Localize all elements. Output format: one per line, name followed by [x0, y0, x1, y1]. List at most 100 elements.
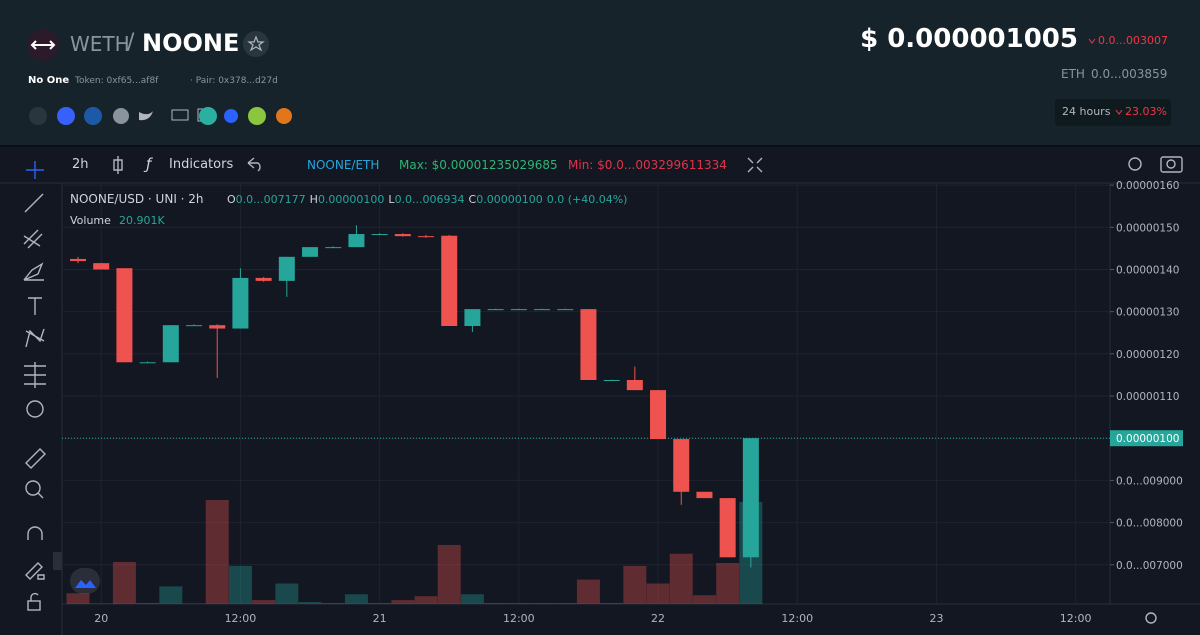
y-tick-label: 0.0...008000	[1116, 518, 1183, 530]
candle-body	[557, 309, 574, 311]
eth-label: ETH	[1061, 67, 1085, 81]
o-label: O	[227, 193, 236, 206]
candle-body	[650, 390, 667, 440]
candle-body	[487, 309, 504, 311]
token-name: No One	[28, 75, 70, 86]
price-tag	[1110, 430, 1183, 447]
volume-bar	[275, 583, 299, 604]
volume-bar	[252, 600, 276, 604]
candle-body	[348, 234, 365, 248]
volume-label: Volume	[70, 214, 111, 227]
fx-icon: ƒ	[146, 155, 152, 173]
legend-symbol: NOONE/USD · UNI · 2h	[70, 192, 204, 206]
candle-body	[139, 362, 156, 364]
volume-bar	[205, 500, 229, 604]
y-tick-label: 0.00000150	[1116, 222, 1179, 234]
volume-bar	[414, 596, 438, 604]
token-logo	[27, 29, 59, 61]
candle-body	[580, 309, 597, 381]
toolbar-icons[interactable]	[113, 156, 1183, 624]
y-tick-label: 0.00000160	[1116, 180, 1179, 192]
volume-bar	[646, 583, 670, 604]
period-change: 23.03%	[1125, 105, 1167, 118]
candle-body	[209, 325, 226, 329]
volume-value: 20.901K	[119, 214, 165, 227]
candle-body	[162, 325, 179, 363]
quote-toggle[interactable]: NOONE/ETH	[307, 158, 380, 172]
y-tick-label: 0.0...009000	[1116, 475, 1183, 487]
volume-bar	[716, 562, 740, 604]
candle-body	[186, 325, 203, 327]
candle-body	[603, 380, 620, 382]
chart-bg	[0, 147, 1200, 635]
volume-bar	[576, 579, 600, 604]
x-tick-label: 12:00	[503, 612, 535, 625]
candle-body	[673, 439, 690, 492]
candle-body	[510, 309, 527, 311]
price: $ 0.000001005	[860, 24, 1078, 54]
x-tick-label: 12:00	[225, 612, 257, 625]
drawing-tools[interactable]	[23, 161, 100, 611]
pair-address[interactable]: · Pair: 0x378...d27d	[190, 76, 278, 86]
volume-bar	[530, 603, 554, 604]
price-change: 0.0...003007	[1098, 34, 1168, 47]
volume-bar	[112, 562, 136, 604]
base-token: WETH	[70, 32, 130, 56]
candle-body	[394, 234, 411, 237]
y-tick-label: 0.00000140	[1116, 264, 1179, 276]
volume-bar	[484, 603, 508, 604]
volume-bar	[669, 553, 693, 604]
volume-bar	[228, 565, 252, 604]
separator: /	[127, 30, 135, 55]
header: WETH / NOONE $ 0.000001005 0.0...003007 …	[0, 0, 1200, 145]
volume-bar	[600, 603, 624, 604]
x-tick-label: 12:00	[1060, 612, 1092, 625]
y-tick-label: 0.00000130	[1116, 307, 1179, 319]
x-tick-label: 23	[929, 612, 943, 625]
indicators-button[interactable]: Indicators	[169, 157, 234, 172]
candle-body	[116, 268, 133, 363]
h-label: H	[309, 193, 318, 206]
volume-bar	[159, 586, 183, 604]
period-selector[interactable]	[1055, 99, 1171, 126]
candle-body	[302, 247, 319, 257]
candle-body	[464, 309, 481, 327]
candle-body	[93, 263, 110, 270]
candle-body	[626, 380, 643, 391]
candle-body	[255, 277, 272, 281]
candle-body	[325, 247, 342, 249]
candle-body	[418, 236, 435, 238]
y-tick-label: 0.0...007000	[1116, 560, 1183, 572]
volume-bar	[321, 603, 345, 604]
candle-body	[278, 256, 295, 281]
volume-bar	[344, 594, 368, 604]
max-price: Max: $0.00001235029685	[399, 158, 558, 172]
candle-body	[70, 258, 87, 262]
volume-bar	[391, 600, 415, 604]
l-value: 0.0...006934	[394, 193, 465, 206]
volume-bar	[460, 594, 484, 604]
y-tick-label: 0.00000110	[1116, 391, 1179, 403]
volume-bar	[692, 595, 716, 604]
min-price: Min: $0.0...003299611334	[568, 158, 727, 172]
social-links[interactable]	[26, 104, 296, 128]
interval[interactable]: 2h	[72, 157, 89, 172]
favorite-button[interactable]	[242, 30, 270, 58]
eth-price: 0.0...003859	[1091, 67, 1168, 81]
volume-bar	[553, 603, 577, 604]
x-tick-label: 20	[94, 612, 108, 625]
period-label[interactable]: 24 hours	[1062, 105, 1111, 118]
candle-body	[534, 309, 551, 311]
l-label: L	[388, 193, 395, 206]
h-value: 0.00000100	[317, 193, 385, 206]
candle-body	[371, 234, 388, 236]
down-arrow	[1115, 109, 1123, 115]
candle-body	[696, 491, 713, 499]
volume-bar	[298, 602, 322, 604]
volume-bar	[136, 603, 160, 604]
x-tick-label: 22	[651, 612, 665, 625]
candle-body	[232, 277, 249, 329]
volume-bar	[623, 565, 647, 604]
token-address[interactable]: Token: 0xf65...af8f	[75, 76, 159, 86]
